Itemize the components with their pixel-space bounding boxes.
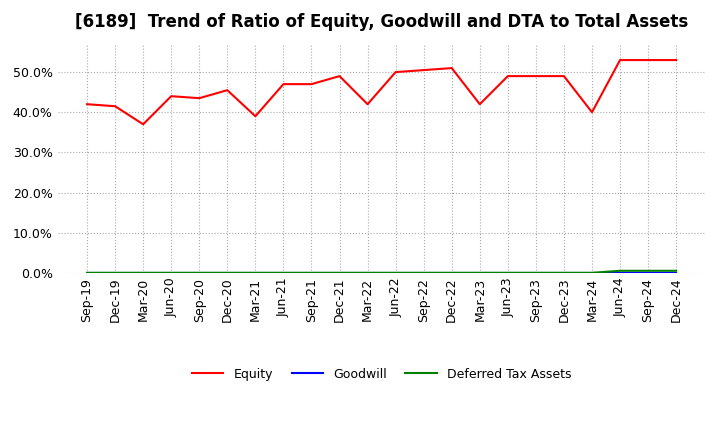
Equity [531, 73, 540, 79]
Deferred Tax Assets [307, 270, 316, 275]
Deferred Tax Assets [364, 270, 372, 275]
Goodwill [475, 270, 484, 275]
Goodwill [419, 270, 428, 275]
Equity [364, 102, 372, 107]
Deferred Tax Assets [391, 270, 400, 275]
Equity [336, 73, 344, 79]
Deferred Tax Assets [447, 270, 456, 275]
Deferred Tax Assets [195, 270, 204, 275]
Equity [503, 73, 512, 79]
Equity [644, 57, 652, 62]
Goodwill [279, 270, 288, 275]
Goodwill [167, 270, 176, 275]
Equity [251, 114, 260, 119]
Equity [447, 66, 456, 71]
Legend: Equity, Goodwill, Deferred Tax Assets: Equity, Goodwill, Deferred Tax Assets [187, 363, 576, 385]
Deferred Tax Assets [419, 270, 428, 275]
Deferred Tax Assets [223, 270, 232, 275]
Equity [419, 67, 428, 73]
Goodwill [503, 270, 512, 275]
Goodwill [251, 270, 260, 275]
Equity [279, 81, 288, 87]
Deferred Tax Assets [531, 270, 540, 275]
Goodwill [616, 270, 624, 275]
Goodwill [531, 270, 540, 275]
Equity [223, 88, 232, 93]
Equity [672, 57, 680, 62]
Deferred Tax Assets [139, 270, 148, 275]
Goodwill [447, 270, 456, 275]
Equity [307, 81, 316, 87]
Goodwill [83, 270, 91, 275]
Deferred Tax Assets [503, 270, 512, 275]
Equity [139, 121, 148, 127]
Goodwill [195, 270, 204, 275]
Equity [475, 102, 484, 107]
Goodwill [307, 270, 316, 275]
Equity [111, 103, 120, 109]
Goodwill [559, 270, 568, 275]
Goodwill [223, 270, 232, 275]
Deferred Tax Assets [167, 270, 176, 275]
Deferred Tax Assets [111, 270, 120, 275]
Goodwill [391, 270, 400, 275]
Equity [83, 102, 91, 107]
Goodwill [644, 270, 652, 275]
Equity [391, 70, 400, 75]
Deferred Tax Assets [588, 270, 596, 275]
Goodwill [139, 270, 148, 275]
Deferred Tax Assets [251, 270, 260, 275]
Deferred Tax Assets [279, 270, 288, 275]
Deferred Tax Assets [83, 270, 91, 275]
Equity [195, 95, 204, 101]
Equity [559, 73, 568, 79]
Deferred Tax Assets [672, 268, 680, 273]
Deferred Tax Assets [616, 268, 624, 273]
Equity [167, 94, 176, 99]
Title: [6189]  Trend of Ratio of Equity, Goodwill and DTA to Total Assets: [6189] Trend of Ratio of Equity, Goodwil… [75, 13, 688, 31]
Equity [616, 57, 624, 62]
Deferred Tax Assets [475, 270, 484, 275]
Line: Deferred Tax Assets: Deferred Tax Assets [87, 271, 676, 273]
Deferred Tax Assets [336, 270, 344, 275]
Goodwill [336, 270, 344, 275]
Equity [588, 110, 596, 115]
Line: Equity: Equity [87, 60, 676, 124]
Goodwill [111, 270, 120, 275]
Deferred Tax Assets [559, 270, 568, 275]
Goodwill [588, 270, 596, 275]
Goodwill [364, 270, 372, 275]
Deferred Tax Assets [644, 268, 652, 273]
Goodwill [672, 270, 680, 275]
